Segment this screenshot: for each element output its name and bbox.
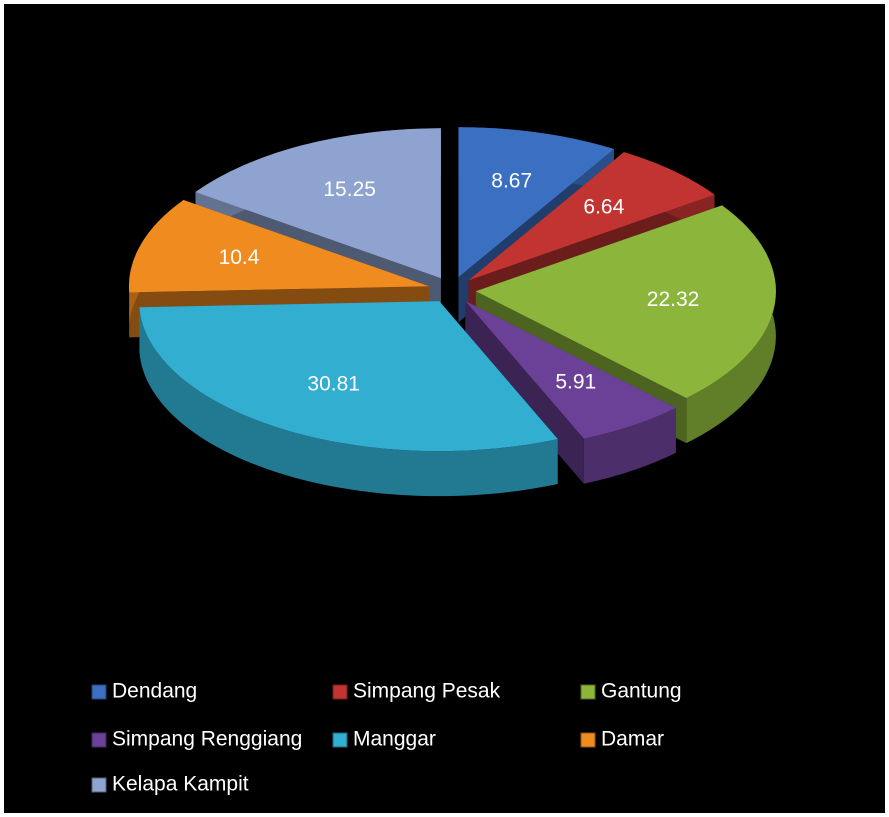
legend-label: Simpang Renggiang	[112, 728, 302, 751]
legend-marker	[580, 684, 596, 700]
legend-marker	[332, 684, 348, 700]
data-label: 6.64	[583, 196, 624, 219]
data-label: 15.25	[323, 178, 376, 201]
legend-label: Manggar	[353, 728, 436, 751]
legend-marker	[332, 732, 348, 748]
legend-label: Damar	[601, 728, 664, 751]
slice-top	[465, 300, 676, 439]
legend-marker	[91, 684, 107, 700]
slice-top	[458, 127, 614, 278]
slice-top	[139, 301, 558, 452]
data-label: 5.91	[555, 371, 596, 394]
slice-side	[139, 307, 558, 497]
data-label: 30.81	[307, 372, 360, 395]
legend-marker	[580, 732, 596, 748]
legend-marker	[91, 777, 107, 793]
legend-marker	[91, 732, 107, 748]
legend-label: Simpang Pesak	[353, 680, 501, 703]
legend-label: Dendang	[112, 680, 197, 703]
slice-top	[468, 152, 715, 281]
data-label: 10.4	[219, 246, 260, 269]
slice	[139, 301, 558, 497]
legend-label: Kelapa Kampit	[112, 773, 249, 796]
slice-top	[195, 128, 441, 279]
slice-top	[475, 205, 776, 399]
legend-label: Gantung	[601, 680, 682, 703]
data-label: 8.67	[491, 169, 532, 192]
data-label: 22.32	[647, 288, 700, 311]
slice-top	[128, 200, 429, 293]
slice-side	[583, 407, 676, 484]
